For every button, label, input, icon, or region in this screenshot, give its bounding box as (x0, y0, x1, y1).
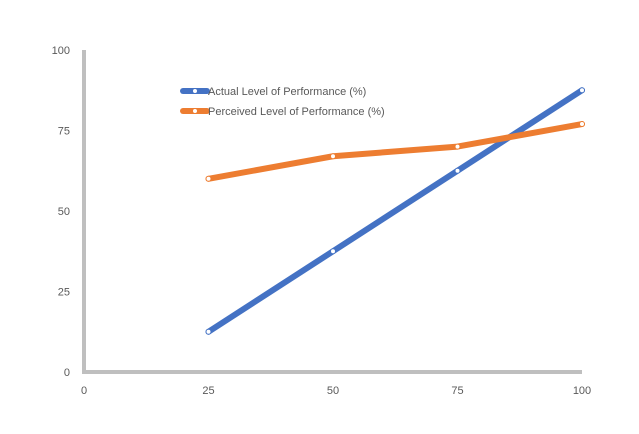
data-point (454, 143, 461, 150)
x-tick-label: 75 (451, 385, 463, 397)
legend-marker (192, 88, 198, 94)
legend-marker (192, 108, 198, 114)
y-tick-label: 25 (58, 287, 70, 299)
legend-label: Perceived Level of Performance (%) (208, 106, 385, 118)
data-point (205, 328, 212, 335)
data-point (454, 167, 461, 174)
data-point (205, 175, 212, 182)
y-tick-label: 0 (64, 367, 70, 379)
data-point (330, 248, 336, 255)
series-line-1 (205, 87, 585, 335)
x-tick-label: 50 (327, 385, 339, 397)
legend-label: Actual Level of Performance (%) (208, 86, 366, 98)
series-line-2 (205, 121, 585, 182)
y-tick-label: 100 (52, 45, 70, 57)
data-point (330, 153, 336, 160)
x-tick-label: 25 (202, 385, 214, 397)
x-tick-label: 0 (81, 385, 87, 397)
data-point (579, 121, 585, 128)
x-tick-label: 100 (573, 385, 591, 397)
y-tick-label: 50 (58, 206, 70, 218)
data-point (579, 87, 585, 94)
y-tick-label: 75 (58, 126, 70, 138)
